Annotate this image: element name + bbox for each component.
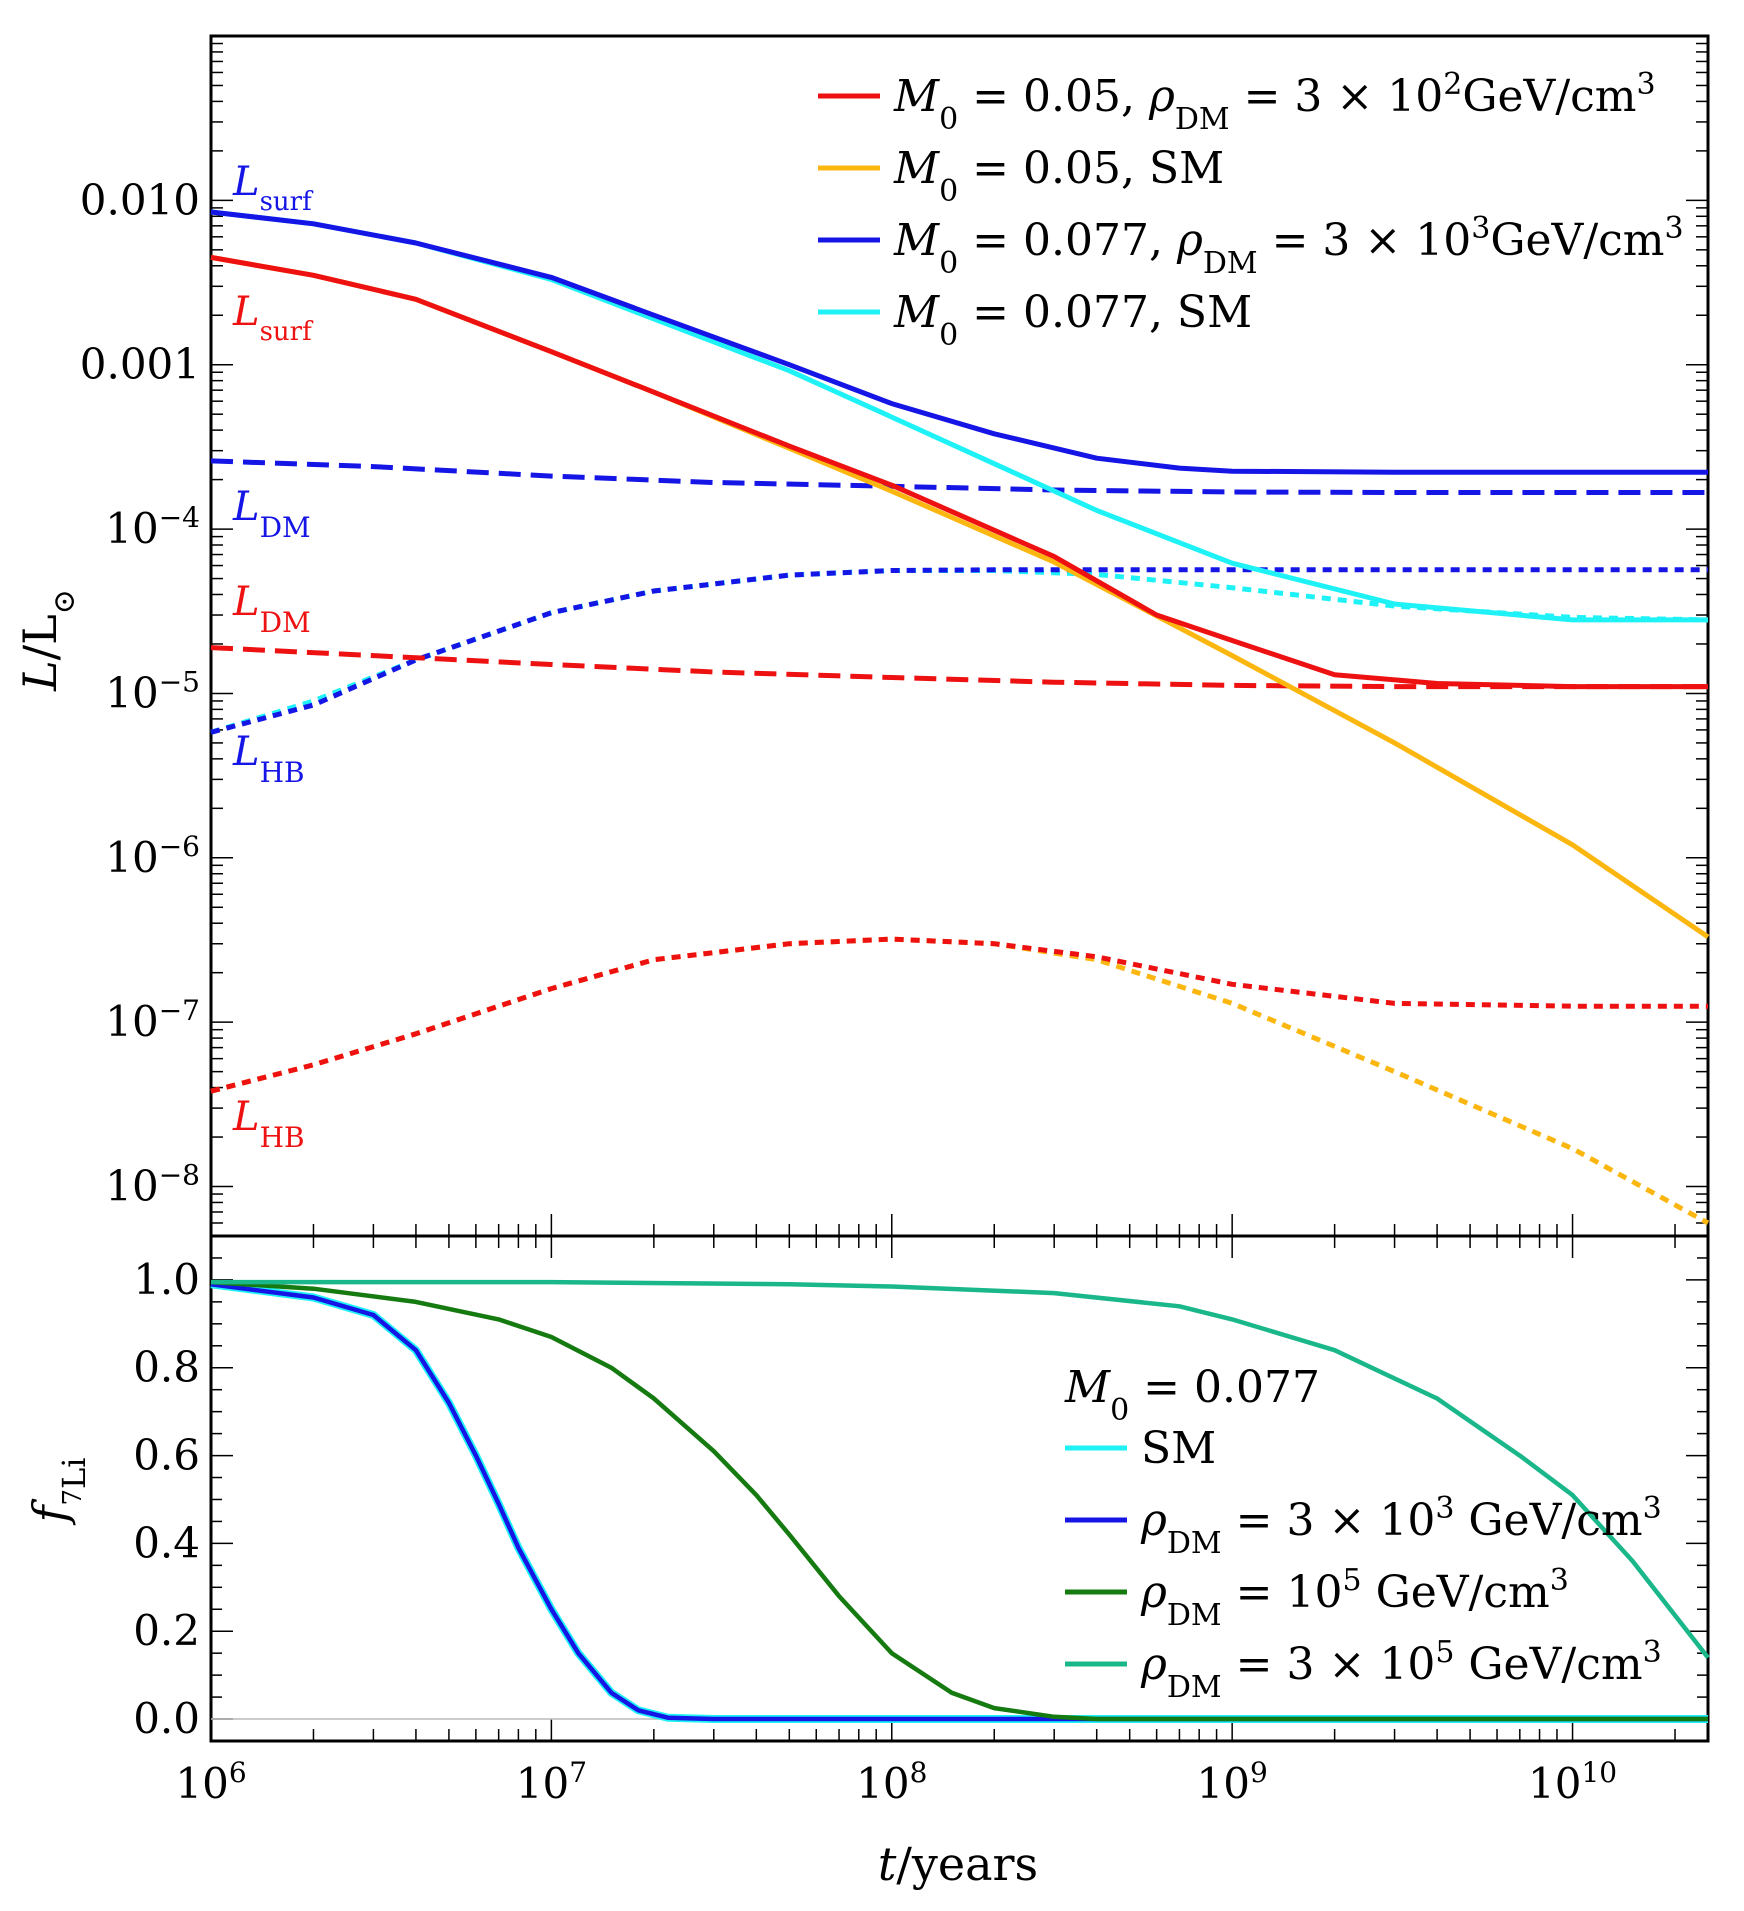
y-tick-label: 0.001 (80, 340, 200, 389)
series-blue (210, 1282, 1708, 1722)
y-tick-label: 10−5 (105, 665, 200, 718)
legend-label-sm: SM (1141, 1423, 1216, 1474)
x-tick-label: 106 (175, 1756, 246, 1809)
y-tick-label: 0.010 (80, 175, 200, 224)
top-panel: 0.010 0.001 10−4 10−5 10−6 10−7 10−8 (80, 34, 1710, 1238)
y-tick-label: 0.4 (133, 1518, 200, 1567)
x-axis-label: t/years (878, 1837, 1038, 1891)
y-tick-label: 0.8 (133, 1343, 200, 1392)
y-tick-label: 0.2 (133, 1606, 200, 1655)
legend-label-rho-3e3: ρDM = 3 × 103 GeV/cm3 (1140, 1491, 1662, 1561)
x-tick-label: 109 (1197, 1756, 1268, 1809)
legend-label-red-solid: M0 = 0.05, ρDM = 3 × 102GeV/cm3 (893, 67, 1656, 137)
series-blue-solid (210, 209, 1708, 475)
legend-label-blue-solid: M0 = 0.077, ρDM = 3 × 103GeV/cm3 (893, 211, 1684, 281)
annotation-blue-ldm: LDM (232, 484, 311, 544)
annotation-red-lsurf: Lsurf (232, 289, 314, 347)
series-blue-dotted (210, 567, 1708, 735)
legend-label-rho-3e5: ρDM = 3 × 105 GeV/cm3 (1140, 1635, 1662, 1705)
bottom-panel: 106 107 108 109 1010 0.0 0.2 0.4 0.6 0.8 1.0 (133, 1234, 1710, 1809)
y-tick-label: 10−8 (105, 1158, 200, 1211)
bottom-legend: M0 = 0.077 SM ρDM = 3 × 103 GeV/cm3 ρDM … (1064, 1362, 1662, 1705)
series-red-solid (210, 254, 1708, 690)
annotation-blue-lhb: LHB (232, 729, 305, 789)
y-tick-label: 10−6 (105, 829, 200, 882)
y-tick-label: 0.0 (133, 1694, 200, 1743)
series-teal (211, 1279, 1710, 1659)
y-tick-label: 0.6 (133, 1431, 200, 1480)
legend-label-cyan-solid: M0 = 0.077, SM (893, 287, 1252, 353)
annotation-blue-lsurf: Lsurf (232, 159, 314, 217)
series-darkgreen (210, 1279, 1708, 1722)
bottom-legend-title: M0 = 0.077 (1064, 1362, 1320, 1428)
y-tick-label: 10−4 (105, 501, 200, 554)
y-tick-label: 10−7 (105, 994, 200, 1047)
x-tick-label: 107 (516, 1756, 587, 1809)
y-tick-label: 1.0 (133, 1255, 200, 1304)
curve-annotations: Lsurf Lsurf LDM LDM LHB LHB (232, 159, 314, 1154)
legend-label-orange-solid: M0 = 0.05, SM (893, 143, 1224, 209)
annotation-red-lhb: LHB (232, 1094, 305, 1154)
x-tick-label: 1010 (1528, 1756, 1617, 1809)
legend-label-rho-1e5: ρDM = 105 GeV/cm3 (1140, 1563, 1569, 1633)
top-legend: M0 = 0.05, ρDM = 3 × 102GeV/cm3 M0 = 0.0… (818, 67, 1684, 353)
annotation-red-ldm: LDM (232, 579, 311, 639)
bottom-plot-frame (209, 1234, 1710, 1743)
series-red-dotted (210, 936, 1708, 1094)
x-tick-label: 108 (856, 1756, 927, 1809)
